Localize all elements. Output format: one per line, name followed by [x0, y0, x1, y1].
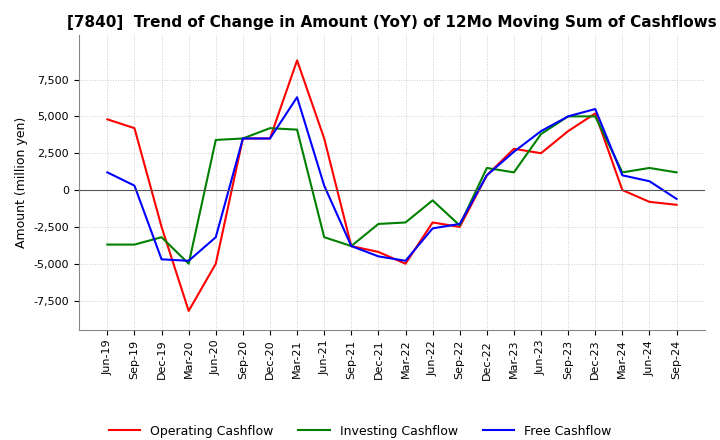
- Free Cashflow: [157, 257, 166, 262]
- Y-axis label: Amount (million yen): Amount (million yen): [15, 117, 28, 248]
- Investing Cashflow: [293, 127, 302, 132]
- Operating Cashflow: [645, 199, 654, 205]
- Operating Cashflow: [320, 136, 328, 141]
- Free Cashflow: [347, 243, 356, 249]
- Operating Cashflow: [130, 125, 139, 131]
- Operating Cashflow: [536, 150, 545, 156]
- Free Cashflow: [238, 136, 247, 141]
- Free Cashflow: [401, 258, 410, 264]
- Free Cashflow: [645, 179, 654, 184]
- Investing Cashflow: [320, 235, 328, 240]
- Operating Cashflow: [238, 136, 247, 141]
- Free Cashflow: [374, 254, 383, 259]
- Operating Cashflow: [618, 187, 626, 193]
- Legend: Operating Cashflow, Investing Cashflow, Free Cashflow: Operating Cashflow, Investing Cashflow, …: [104, 420, 616, 440]
- Line: Operating Cashflow: Operating Cashflow: [107, 60, 677, 311]
- Operating Cashflow: [591, 111, 600, 116]
- Free Cashflow: [320, 183, 328, 188]
- Operating Cashflow: [672, 202, 681, 207]
- Investing Cashflow: [238, 136, 247, 141]
- Investing Cashflow: [591, 114, 600, 119]
- Investing Cashflow: [618, 170, 626, 175]
- Free Cashflow: [672, 196, 681, 202]
- Free Cashflow: [618, 172, 626, 178]
- Free Cashflow: [293, 95, 302, 100]
- Operating Cashflow: [157, 224, 166, 230]
- Investing Cashflow: [347, 243, 356, 249]
- Investing Cashflow: [428, 198, 437, 203]
- Free Cashflow: [591, 106, 600, 112]
- Free Cashflow: [103, 170, 112, 175]
- Investing Cashflow: [482, 165, 491, 171]
- Investing Cashflow: [564, 114, 572, 119]
- Operating Cashflow: [212, 261, 220, 266]
- Investing Cashflow: [103, 242, 112, 247]
- Free Cashflow: [428, 226, 437, 231]
- Operating Cashflow: [347, 243, 356, 249]
- Investing Cashflow: [401, 220, 410, 225]
- Line: Free Cashflow: Free Cashflow: [107, 97, 677, 261]
- Investing Cashflow: [212, 137, 220, 143]
- Investing Cashflow: [536, 132, 545, 137]
- Operating Cashflow: [564, 128, 572, 134]
- Operating Cashflow: [482, 172, 491, 178]
- Operating Cashflow: [184, 308, 193, 314]
- Investing Cashflow: [374, 221, 383, 227]
- Operating Cashflow: [293, 58, 302, 63]
- Free Cashflow: [266, 136, 274, 141]
- Investing Cashflow: [130, 242, 139, 247]
- Free Cashflow: [536, 128, 545, 134]
- Free Cashflow: [130, 183, 139, 188]
- Operating Cashflow: [401, 261, 410, 266]
- Operating Cashflow: [103, 117, 112, 122]
- Title: [7840]  Trend of Change in Amount (YoY) of 12Mo Moving Sum of Cashflows: [7840] Trend of Change in Amount (YoY) o…: [67, 15, 717, 30]
- Free Cashflow: [455, 221, 464, 227]
- Line: Investing Cashflow: Investing Cashflow: [107, 117, 677, 264]
- Investing Cashflow: [455, 223, 464, 228]
- Investing Cashflow: [157, 235, 166, 240]
- Investing Cashflow: [266, 125, 274, 131]
- Operating Cashflow: [428, 220, 437, 225]
- Operating Cashflow: [374, 249, 383, 255]
- Investing Cashflow: [184, 261, 193, 266]
- Free Cashflow: [184, 258, 193, 264]
- Free Cashflow: [482, 172, 491, 178]
- Free Cashflow: [212, 235, 220, 240]
- Investing Cashflow: [510, 170, 518, 175]
- Investing Cashflow: [672, 170, 681, 175]
- Investing Cashflow: [645, 165, 654, 171]
- Free Cashflow: [564, 114, 572, 119]
- Operating Cashflow: [510, 146, 518, 151]
- Free Cashflow: [510, 149, 518, 154]
- Operating Cashflow: [455, 224, 464, 230]
- Operating Cashflow: [266, 136, 274, 141]
